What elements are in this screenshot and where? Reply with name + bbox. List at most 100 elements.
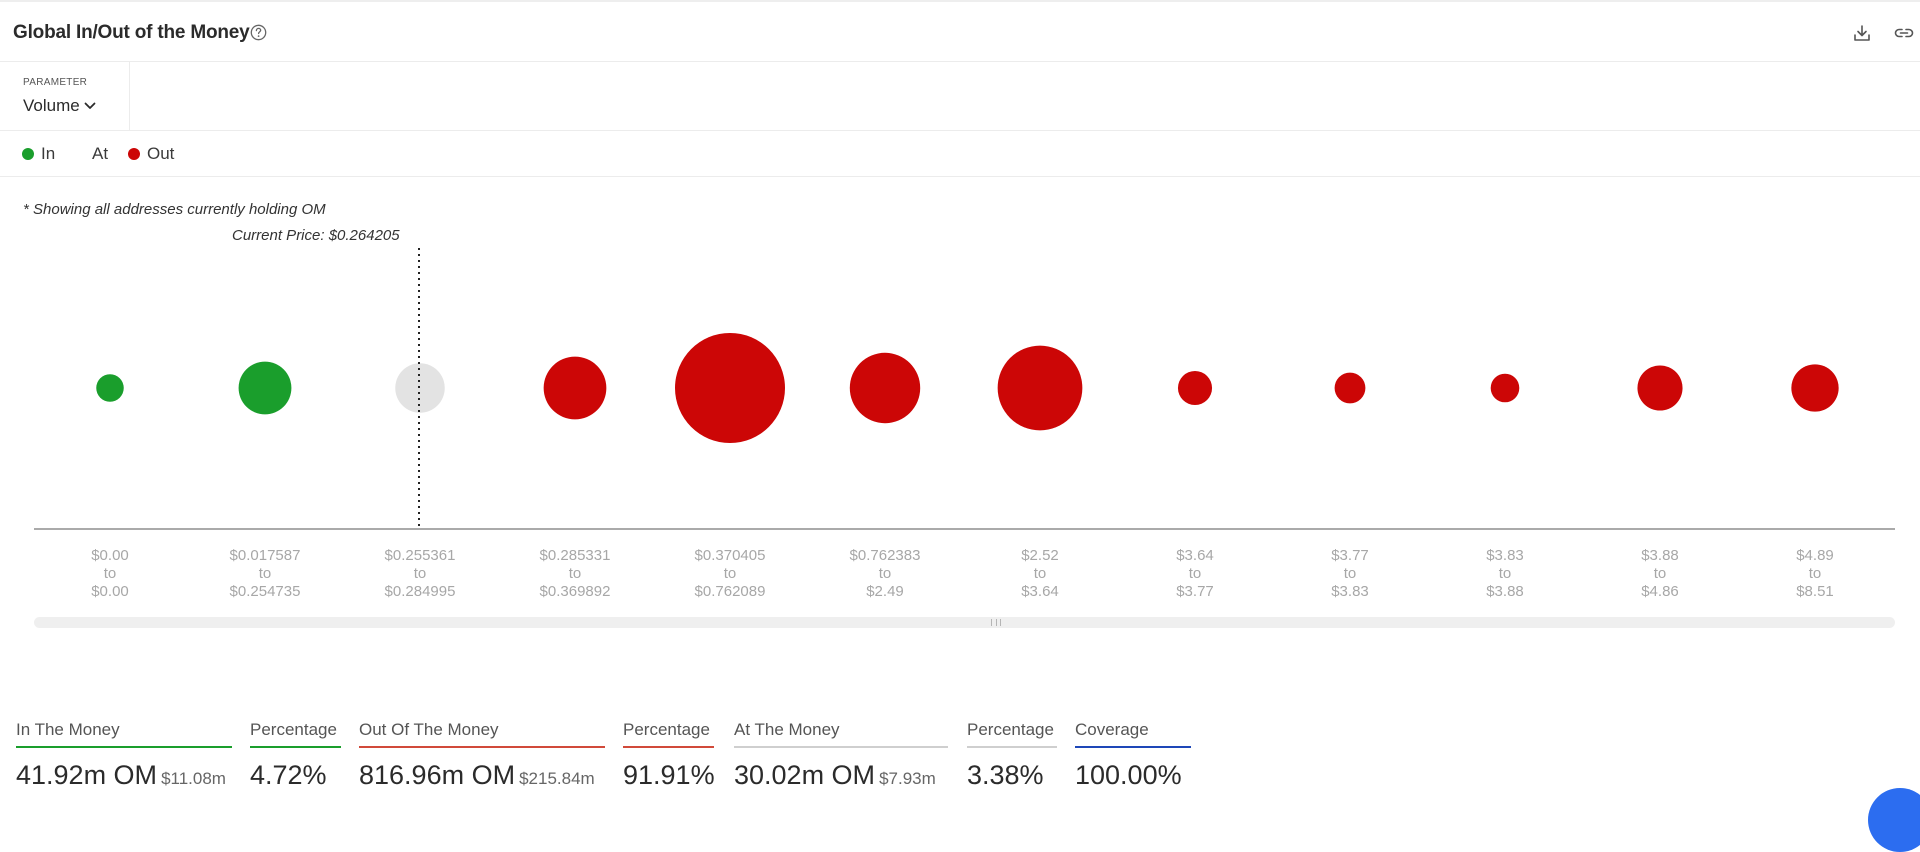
tick-label: $0.369892 — [540, 583, 611, 600]
tick-label-to: to — [879, 565, 892, 582]
help-circle-icon[interactable] — [250, 24, 267, 41]
summary-stat-value: 3.38% — [967, 760, 1057, 791]
tick-label: $0.284995 — [385, 583, 456, 600]
summary-stat-label: Percentage — [623, 720, 714, 748]
bubble-out[interactable] — [1637, 365, 1683, 411]
summary-stat: Percentage 3.38% — [967, 720, 1057, 791]
bubble-chart: $0.00to$0.00$0.017587to$0.254735$0.25536… — [34, 248, 1895, 600]
summary-stat: Out Of The Money 816.96m OM $215.84m — [359, 720, 605, 791]
bubble-out[interactable] — [675, 333, 785, 443]
summary-stat: In The Money 41.92m OM $11.08m — [16, 720, 232, 791]
summary-stat-value: 100.00% — [1075, 760, 1191, 791]
summary-value-main: 41.92m OM — [16, 760, 158, 790]
link-icon[interactable] — [1892, 21, 1916, 45]
summary-stat-value: 4.72% — [250, 760, 341, 791]
summary-stat: Percentage 4.72% — [250, 720, 341, 791]
tick-label: $2.49 — [866, 583, 904, 600]
summary-value-usd: $215.84m — [519, 769, 595, 788]
tick-label: $0.762089 — [695, 583, 766, 600]
parameter-selector: PARAMETER Volume — [0, 62, 130, 130]
tick-label: $3.88 — [1641, 547, 1679, 564]
tick-label-to: to — [569, 565, 582, 582]
in-dot-icon — [22, 148, 34, 160]
summary-stat: Percentage 91.91% — [623, 720, 715, 791]
bubble-out[interactable] — [849, 352, 921, 424]
holders-note: * Showing all addresses currently holdin… — [23, 201, 326, 218]
summary-value-main: 4.72% — [250, 760, 327, 790]
tick-label-to: to — [414, 565, 427, 582]
current-price-label: Current Price: $0.264205 — [232, 227, 400, 244]
summary-value-usd: $7.93m — [879, 769, 936, 788]
summary-stat-value: 816.96m OM $215.84m — [359, 760, 605, 791]
summary-value-main: 3.38% — [967, 760, 1044, 790]
summary-value-main: 100.00% — [1075, 760, 1182, 790]
tick-label: $3.77 — [1331, 547, 1369, 564]
download-icon[interactable] — [1850, 21, 1874, 45]
tick-label: $3.77 — [1176, 583, 1214, 600]
tick-label: $0.017587 — [230, 547, 301, 564]
tick-label: $8.51 — [1796, 583, 1834, 600]
tick-label: $3.64 — [1176, 547, 1214, 564]
legend-label-out: Out — [147, 144, 175, 163]
summary-stat-label: Out Of The Money — [359, 720, 605, 748]
chart-header: Global In/Out of the Money — [0, 2, 1920, 62]
top-border — [0, 0, 1920, 2]
bubble-out[interactable] — [1490, 373, 1520, 403]
tick-label-to: to — [1809, 565, 1822, 582]
chart-scrollbar[interactable] — [34, 617, 1895, 628]
out-dot-icon — [128, 148, 140, 160]
summary-stat-label: Percentage — [250, 720, 341, 748]
tick-label: $3.64 — [1021, 583, 1059, 600]
summary-stat-value: 41.92m OM $11.08m — [16, 760, 232, 791]
tick-label: $4.86 — [1641, 583, 1679, 600]
tick-label-to: to — [1034, 565, 1047, 582]
tick-label: $3.88 — [1486, 583, 1524, 600]
tick-label: $0.285331 — [540, 547, 611, 564]
tick-label-to: to — [259, 565, 272, 582]
summary-stat-label: At The Money — [734, 720, 948, 748]
bubble-out[interactable] — [1177, 370, 1213, 406]
tick-label-to: to — [1344, 565, 1357, 582]
bubble-out[interactable] — [1791, 364, 1839, 412]
parameter-dropdown[interactable]: Volume — [23, 96, 96, 116]
legend-label-in: In — [41, 144, 56, 163]
tick-label: $3.83 — [1486, 547, 1524, 564]
summary-value-main: 30.02m OM — [734, 760, 876, 790]
legend-label-at: At — [92, 144, 109, 163]
tick-label: $0.370405 — [695, 547, 766, 564]
summary-value-main: 816.96m OM — [359, 760, 516, 790]
summary-value-main: 91.91% — [623, 760, 715, 790]
bubble-out[interactable] — [543, 356, 607, 420]
tick-label: $0.00 — [91, 547, 129, 564]
tick-label-to: to — [1654, 565, 1667, 582]
summary-stat: Coverage 100.00% — [1075, 720, 1191, 791]
legend-item-in[interactable]: In — [22, 144, 55, 164]
tick-label-to: to — [724, 565, 737, 582]
summary-stat-label: Percentage — [967, 720, 1057, 748]
summary-stat: At The Money 30.02m OM $7.93m — [734, 720, 948, 791]
tick-label-to: to — [1499, 565, 1512, 582]
tick-label: $0.255361 — [385, 547, 456, 564]
chevron-down-icon — [84, 102, 96, 109]
summary-stat-value: 91.91% — [623, 760, 715, 791]
legend-item-at[interactable]: At — [92, 144, 108, 164]
scroll-grip-icon[interactable] — [991, 619, 1001, 626]
bubble-in[interactable] — [238, 361, 292, 415]
summary-stat-value: 30.02m OM $7.93m — [734, 760, 948, 791]
tick-label: $0.00 — [91, 583, 129, 600]
chart-title: Global In/Out of the Money — [13, 22, 250, 43]
bubble-out[interactable] — [997, 345, 1083, 431]
bubble-in[interactable] — [96, 374, 124, 402]
tick-label-to: to — [104, 565, 117, 582]
legend-item-out[interactable]: Out — [128, 144, 174, 164]
parameter-value: Volume — [23, 96, 80, 115]
tick-label: $0.762383 — [850, 547, 921, 564]
bubble-out[interactable] — [1334, 372, 1366, 404]
tick-label: $3.83 — [1331, 583, 1369, 600]
parameter-row: PARAMETER Volume — [0, 62, 1920, 131]
tick-label: $2.52 — [1021, 547, 1059, 564]
tick-label: $0.254735 — [230, 583, 301, 600]
parameter-label: PARAMETER — [23, 77, 88, 88]
chat-fab-button[interactable] — [1868, 788, 1920, 852]
tick-label-to: to — [1189, 565, 1202, 582]
